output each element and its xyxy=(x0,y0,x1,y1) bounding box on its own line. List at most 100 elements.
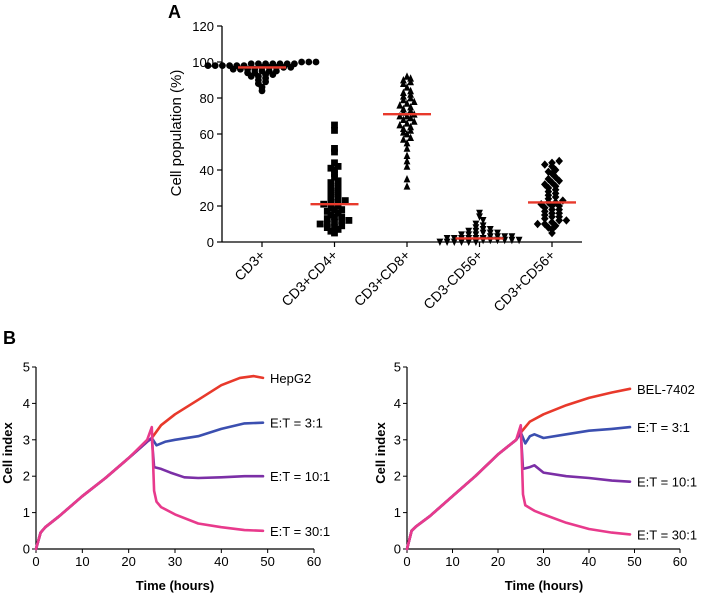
y-tick-label: 5 xyxy=(394,360,401,375)
data-point xyxy=(403,139,411,147)
panel-label-b: B xyxy=(3,328,16,348)
data-point xyxy=(327,188,335,195)
data-point xyxy=(331,159,338,167)
data-point xyxy=(476,209,483,218)
y-tick-label: 1 xyxy=(394,505,401,520)
data-point xyxy=(400,124,407,132)
y-tick-label: 1 xyxy=(23,505,30,520)
series-line xyxy=(34,421,265,551)
data-point xyxy=(403,182,411,190)
data-point xyxy=(533,219,542,229)
data-point xyxy=(331,213,338,221)
data-point xyxy=(548,169,556,178)
data-point xyxy=(403,162,411,170)
x-tick-label: 0 xyxy=(403,554,410,569)
x-tick-label: 10 xyxy=(75,554,89,569)
series-line xyxy=(405,423,632,551)
x-tick-label: 20 xyxy=(491,554,505,569)
data-point xyxy=(269,60,277,68)
category-label: CD3+CD8+ xyxy=(351,247,413,309)
data-point xyxy=(327,191,335,199)
x-tick-label: 50 xyxy=(627,554,641,569)
data-point xyxy=(548,178,556,187)
data-point xyxy=(410,117,418,125)
data-point xyxy=(331,121,338,129)
points-a xyxy=(204,58,571,246)
data-point xyxy=(331,127,338,134)
data-point xyxy=(465,227,473,236)
data-point xyxy=(331,206,338,213)
data-point xyxy=(327,184,335,192)
data-point xyxy=(323,208,331,215)
data-point xyxy=(407,133,414,141)
data-point xyxy=(403,112,411,120)
data-point xyxy=(400,88,407,96)
data-point xyxy=(276,60,284,68)
data-point xyxy=(403,175,411,183)
x-tick-label: 0 xyxy=(32,554,39,569)
data-point xyxy=(341,197,349,204)
data-point xyxy=(458,231,465,239)
data-point xyxy=(327,179,335,186)
data-point xyxy=(291,60,298,68)
data-point xyxy=(331,145,338,152)
y-tick-label: 4 xyxy=(394,396,401,411)
data-point xyxy=(548,218,556,227)
data-point xyxy=(334,182,342,190)
series-label: E:T = 3:1 xyxy=(637,420,690,435)
x-tick-label: 60 xyxy=(673,554,687,569)
data-point xyxy=(400,104,407,113)
data-point xyxy=(400,135,407,143)
panel-a: A Cell population (%) 0 20 40 60 80 100 120 CD… xyxy=(168,2,582,315)
y-tick-label: 60 xyxy=(200,127,214,142)
x-tick-label: 60 xyxy=(307,554,321,569)
series-label: BEL-7402 xyxy=(637,382,695,397)
data-point xyxy=(544,167,553,176)
data-point xyxy=(396,101,404,109)
y-tick-label: 120 xyxy=(192,19,214,34)
y-tick-label: 0 xyxy=(23,542,30,557)
y-tick-label: 2 xyxy=(23,469,30,484)
data-point xyxy=(298,58,305,66)
data-point xyxy=(327,211,335,219)
y-tick-label: 0 xyxy=(207,235,214,250)
x-tick-label: 20 xyxy=(121,554,135,569)
data-point xyxy=(486,226,494,234)
y-tick-label: 3 xyxy=(394,432,401,447)
data-point xyxy=(407,122,414,131)
x-tick-label: 10 xyxy=(445,554,459,569)
data-point xyxy=(400,76,407,84)
data-point xyxy=(548,201,556,211)
y-tick-label: 4 xyxy=(23,396,30,411)
data-point xyxy=(331,170,338,177)
data-point xyxy=(501,233,509,241)
data-point xyxy=(338,222,346,230)
y-tick-label: 20 xyxy=(200,199,214,214)
axes-a: 0 20 40 60 80 100 120 xyxy=(192,19,582,250)
series-label: E:T = 3:1 xyxy=(270,416,323,431)
data-point xyxy=(316,220,324,228)
data-point xyxy=(334,199,342,206)
data-point xyxy=(334,177,342,185)
data-point xyxy=(334,186,342,194)
series-line xyxy=(34,425,265,551)
data-point xyxy=(211,62,219,69)
data-point xyxy=(204,62,212,69)
data-point xyxy=(334,209,342,217)
series-label: HepG2 xyxy=(270,371,311,386)
data-point xyxy=(407,103,414,111)
data-point xyxy=(323,220,331,228)
data-point xyxy=(479,217,487,225)
data-point xyxy=(403,144,411,152)
data-point xyxy=(226,62,234,69)
data-point xyxy=(331,166,338,174)
data-point xyxy=(403,157,411,165)
data-point xyxy=(327,164,335,172)
data-point xyxy=(494,229,501,237)
data-point xyxy=(403,99,411,107)
means-a xyxy=(238,66,576,240)
series-label: E:T = 10:1 xyxy=(637,475,697,490)
data-point xyxy=(436,238,444,246)
data-point xyxy=(562,216,571,225)
